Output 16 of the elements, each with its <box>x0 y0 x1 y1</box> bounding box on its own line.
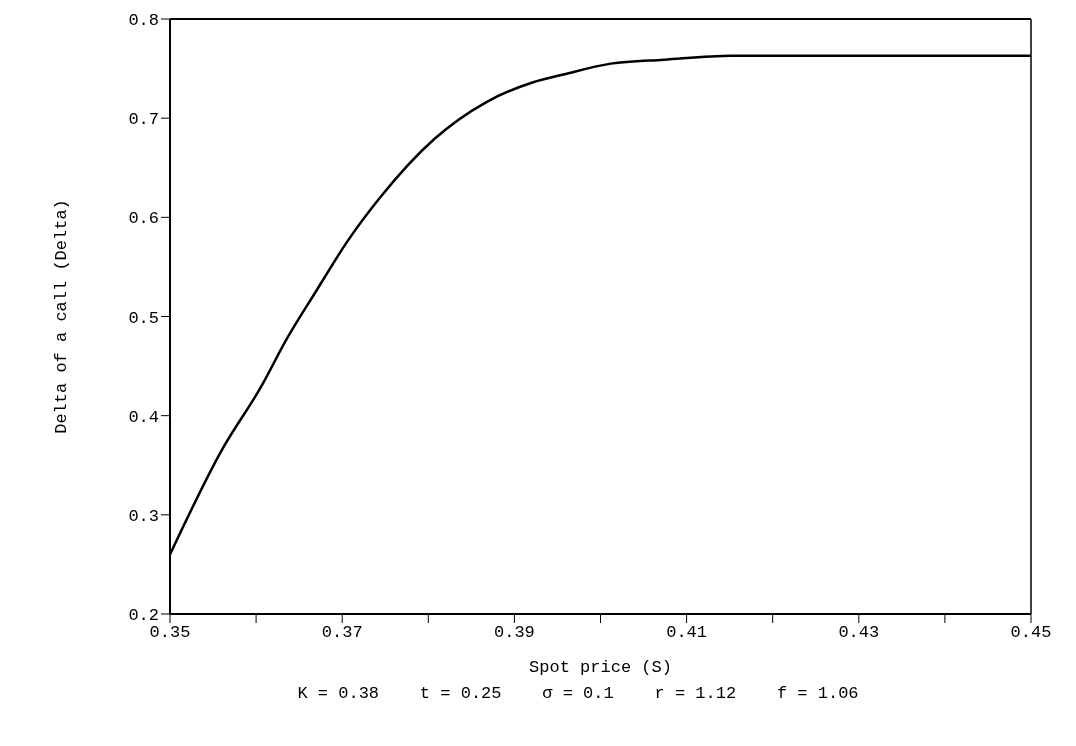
y-tick-label: 0.8 <box>128 11 159 31</box>
x-axis-title: Spot price (S) <box>529 658 672 677</box>
x-tick-label: 0.35 <box>149 623 191 643</box>
y-axis-title: Delta of a call (Delta) <box>52 199 72 434</box>
y-tick-label: 0.5 <box>128 308 159 328</box>
x-tick-label: 0.43 <box>838 623 880 643</box>
y-tick-label: 0.6 <box>128 209 159 229</box>
x-tick-label: 0.45 <box>1010 623 1052 643</box>
x-tick-label: 0.41 <box>666 623 708 643</box>
y-tick-label: 0.4 <box>128 407 159 427</box>
text: K = 0.38 t = 0.25 σ = 0.1 r = 1.12 f = 1.06 <box>296 684 860 703</box>
y-tick-label: 0.3 <box>128 506 159 526</box>
y-tick-label: 0.2 <box>128 606 159 626</box>
x-tick-label: 0.39 <box>493 623 535 643</box>
x-tick-label: 0.37 <box>321 623 363 643</box>
y-tick-label: 0.7 <box>128 110 159 130</box>
